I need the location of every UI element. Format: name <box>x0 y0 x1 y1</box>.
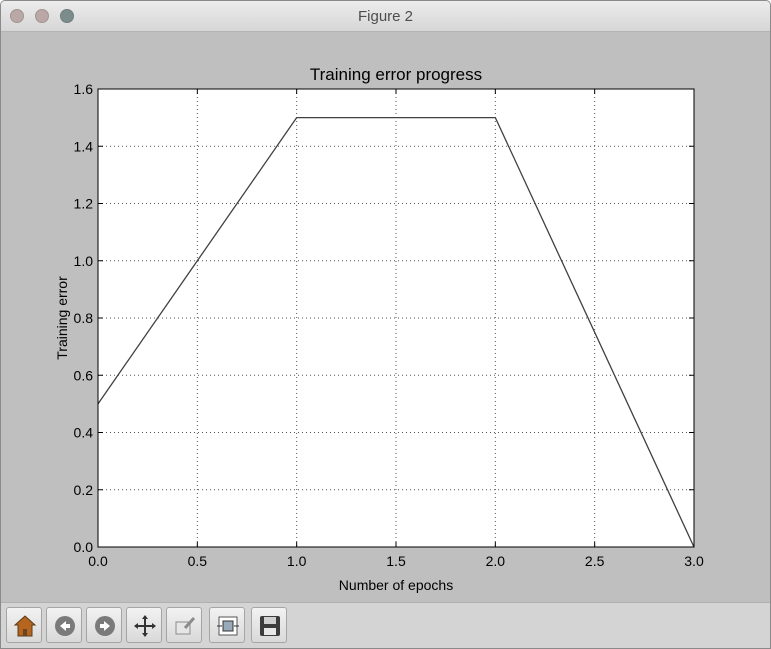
y-tick-label: 0.6 <box>74 367 94 383</box>
forward-arrow-icon <box>95 616 115 636</box>
y-tick-label: 1.6 <box>74 81 94 97</box>
zoom-button[interactable] <box>166 607 202 643</box>
forward-button[interactable] <box>86 607 122 643</box>
zoom-window-button[interactable] <box>60 9 74 23</box>
minimize-window-button[interactable] <box>35 9 49 23</box>
y-tick-label: 0.0 <box>74 539 94 555</box>
home-button[interactable] <box>6 607 42 643</box>
x-tick-label: 1.5 <box>386 553 406 569</box>
y-tick-label: 1.0 <box>74 253 94 269</box>
x-tick-label: 1.0 <box>287 553 307 569</box>
y-tick-label: 0.2 <box>74 482 94 498</box>
pan-button[interactable] <box>126 607 162 643</box>
save-disk-icon <box>260 616 280 636</box>
x-tick-label: 2.5 <box>585 553 605 569</box>
line-chart: 0.0 0.5 1.0 1.5 2.0 2.5 3.0 0.0 0.2 0.4 0.6 0.8 1.0 1… <box>54 65 704 593</box>
back-arrow-icon <box>55 616 75 636</box>
y-tick-label: 0.8 <box>74 310 94 326</box>
x-axis-label: Number of epochs <box>339 577 453 593</box>
y-tick-label: 0.4 <box>74 425 94 441</box>
home-icon <box>13 615 37 637</box>
pan-move-icon <box>134 615 156 637</box>
save-button[interactable] <box>251 607 287 643</box>
zoom-rect-icon <box>175 616 196 635</box>
y-tick-label: 1.4 <box>74 138 94 154</box>
y-axis-label: Training error <box>54 276 70 360</box>
back-button[interactable] <box>46 607 82 643</box>
figure-canvas: 0.0 0.5 1.0 1.5 2.0 2.5 3.0 0.0 0.2 0.4 0.6 0.8 1.0 1… <box>1 32 770 602</box>
x-tick-label: 2.0 <box>486 553 506 569</box>
x-tick-label: 3.0 <box>684 553 704 569</box>
close-window-button[interactable] <box>10 9 24 23</box>
x-tick-label: 0.5 <box>188 553 208 569</box>
navigation-toolbar <box>1 602 770 648</box>
series-line-0 <box>97 116 695 548</box>
configure-subplots-button[interactable] <box>209 607 245 643</box>
subplots-icon <box>217 616 239 636</box>
chart-title: Training error progress <box>310 65 482 84</box>
axis-ticks: 0.0 0.5 1.0 1.5 2.0 2.5 3.0 0.0 0.2 0.4 0.6 0.8 1.0 1… <box>74 81 704 569</box>
title-bar: Figure 2 <box>1 1 770 32</box>
data-series <box>97 116 695 548</box>
x-tick-label: 0.0 <box>88 553 108 569</box>
y-tick-label: 1.2 <box>74 196 94 212</box>
window-title: Figure 2 <box>357 8 414 25</box>
